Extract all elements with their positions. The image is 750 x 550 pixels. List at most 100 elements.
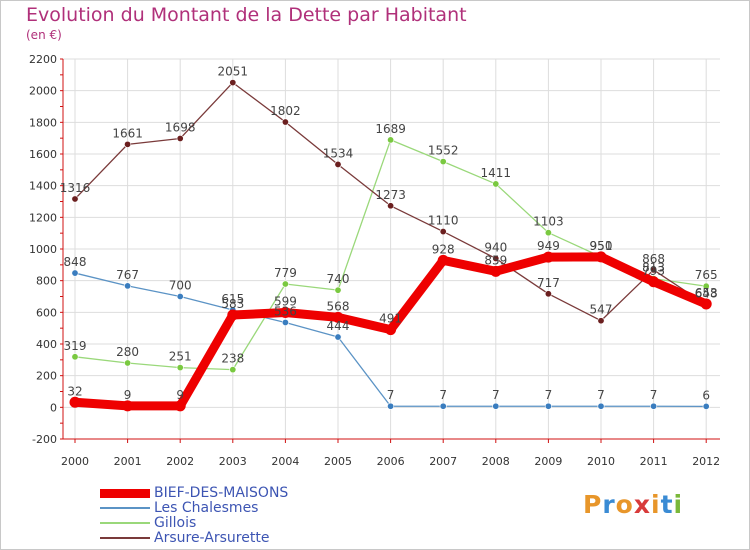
proxiti-logo: Proxiti: [583, 490, 683, 519]
y-tick-label: 1600: [29, 148, 57, 161]
data-point-bief-des-maisons: [437, 254, 449, 266]
data-label-arsure-arsurette: 868: [642, 252, 665, 266]
legend-label: Les Chalesmes: [154, 500, 259, 516]
data-label-bief-des-maisons: 950: [590, 239, 613, 253]
data-label-gillois: 740: [327, 272, 350, 286]
data-point-bief-des-maisons: [648, 276, 660, 288]
logo-letter: i: [651, 490, 661, 519]
data-label-les-chalesmes: 7: [545, 388, 553, 402]
x-tick-label: 2009: [534, 455, 562, 468]
data-point-bief-des-maisons: [279, 306, 291, 318]
data-point-arsure-arsurette: [387, 202, 395, 210]
data-point-bief-des-maisons: [385, 324, 397, 336]
data-point-les-chalesmes: [439, 402, 447, 410]
data-point-bief-des-maisons: [332, 311, 344, 323]
data-label-gillois: 813: [642, 261, 665, 275]
legend-label: BIEF-DES-MAISONS: [154, 485, 289, 501]
y-tick-label: 1200: [29, 211, 57, 224]
y-tick-label: -200: [32, 433, 57, 446]
data-label-bief-des-maisons: 859: [484, 253, 507, 267]
data-label-bief-des-maisons: 9: [124, 388, 132, 402]
data-point-bief-des-maisons: [122, 400, 134, 412]
x-tick-label: 2001: [114, 455, 142, 468]
x-tick-label: 2011: [640, 455, 668, 468]
y-tick-label: 1800: [29, 116, 57, 129]
data-label-les-chalesmes: 444: [327, 319, 350, 333]
grid-lines: [63, 58, 720, 440]
data-label-bief-des-maisons: 949: [537, 239, 560, 253]
data-point-les-chalesmes: [124, 282, 132, 290]
data-point-gillois: [334, 286, 342, 294]
data-point-gillois: [492, 180, 500, 188]
data-point-les-chalesmes: [702, 402, 710, 410]
data-label-gillois: 1411: [481, 166, 512, 180]
data-label-les-chalesmes: 7: [597, 388, 605, 402]
data-label-les-chalesmes: 7: [650, 388, 658, 402]
data-label-les-chalesmes: 536: [274, 304, 297, 318]
legend-item-gillois[interactable]: Gillois: [100, 515, 430, 531]
data-point-bief-des-maisons: [700, 298, 712, 310]
data-label-bief-des-maisons: 491: [379, 312, 402, 326]
data-point-bief-des-maisons: [490, 265, 502, 277]
data-label-arsure-arsurette: 1316: [60, 181, 91, 195]
legend-item-bief-des-maisons[interactable]: BIEF-DES-MAISONS: [100, 485, 430, 501]
data-label-gillois: 280: [116, 345, 139, 359]
logo-letter: x: [633, 490, 651, 519]
data-label-bief-des-maisons: 653: [695, 286, 718, 300]
y-axis-ticks: -200 0 200 400 600 800 1000 1200 1400 1600 1800 200…: [29, 53, 57, 446]
data-label-gillois: 1689: [375, 122, 406, 136]
y-tick-label: 200: [36, 370, 57, 383]
logo-letter: i: [673, 490, 684, 519]
data-point-bief-des-maisons: [69, 396, 81, 408]
y-tick-label: 400: [36, 338, 57, 351]
legend-item-arsure-arsurette[interactable]: Arsure-Arsurette: [100, 530, 430, 546]
data-label-gillois: 951: [590, 239, 613, 253]
data-label-arsure-arsurette: 1661: [112, 126, 143, 140]
data-label-gillois: 1552: [428, 144, 459, 158]
data-label-les-chalesmes: 7: [492, 388, 500, 402]
data-label-arsure-arsurette: 1698: [165, 120, 196, 134]
data-label-les-chalesmes: 6: [702, 388, 710, 402]
data-point-bief-des-maisons: [227, 309, 239, 321]
data-label-arsure-arsurette: 1110: [428, 214, 459, 228]
x-tick-label: 2002: [166, 455, 194, 468]
data-point-arsure-arsurette: [544, 290, 552, 298]
x-tick-label: 2006: [377, 455, 405, 468]
data-point-gillois: [702, 282, 710, 290]
legend-label: Gillois: [154, 515, 197, 531]
x-tick-label: 2007: [429, 455, 457, 468]
chart-title: Evolution du Montant de la Dette par Hab…: [26, 4, 467, 26]
data-point-les-chalesmes: [492, 402, 500, 410]
data-point-gillois: [124, 359, 132, 367]
data-label-arsure-arsurette: 547: [590, 303, 613, 317]
x-tick-label: 2010: [587, 455, 615, 468]
legend-swatch: [100, 537, 150, 539]
y-tick-label: 600: [36, 306, 57, 319]
data-label-arsure-arsurette: 1534: [323, 146, 354, 160]
legend-item-les-chalesmes[interactable]: Les Chalesmes: [100, 500, 430, 516]
logo-letter: t: [660, 490, 674, 519]
y-tick-label: 800: [36, 275, 57, 288]
data-point-les-chalesmes: [281, 318, 289, 326]
data-point-les-chalesmes: [544, 402, 552, 410]
y-tick-label: 1000: [29, 243, 57, 256]
data-point-les-chalesmes: [387, 402, 395, 410]
data-label-arsure-arsurette: 1273: [375, 188, 406, 202]
legend-swatch: [100, 507, 150, 509]
data-point-les-chalesmes: [597, 402, 605, 410]
data-label-arsure-arsurette: 2051: [218, 65, 249, 79]
legend-swatch: [100, 489, 150, 498]
data-label-arsure-arsurette: 940: [484, 241, 507, 255]
data-label-gillois: 238: [221, 352, 244, 366]
data-point-arsure-arsurette: [439, 228, 447, 236]
logo-letter: r: [602, 490, 616, 519]
data-label-bief-des-maisons: 568: [327, 299, 350, 313]
x-tick-label: 2004: [271, 455, 299, 468]
x-axis-ticks: 2000 2001 2002 2003 2004 2005 2006 2007 2008 2009…: [61, 455, 720, 468]
axes: [60, 58, 720, 443]
data-point-les-chalesmes: [176, 292, 184, 300]
data-point-bief-des-maisons: [174, 400, 186, 412]
logo-letter: o: [615, 490, 634, 519]
